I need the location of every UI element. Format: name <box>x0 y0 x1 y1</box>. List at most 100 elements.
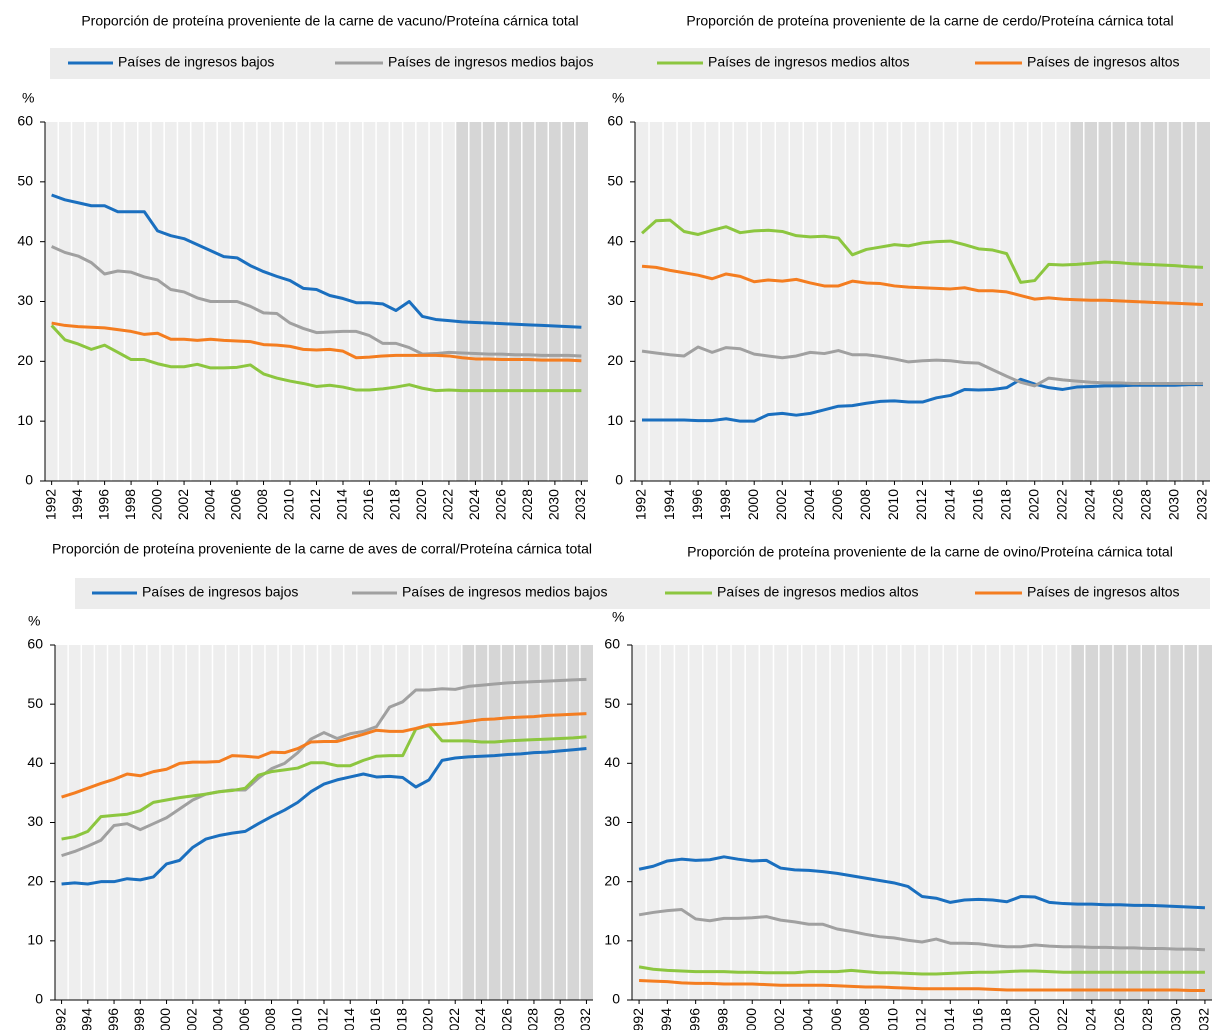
series-line <box>639 978 1205 993</box>
series-line <box>50 324 582 393</box>
x-tick-label: 1996 <box>95 489 111 520</box>
x-tick-label: 2020 <box>420 1008 436 1030</box>
x-tick-label: 1994 <box>661 489 677 520</box>
x-tick-label: 2014 <box>341 1008 357 1030</box>
x-tick-label: 1992 <box>42 489 58 520</box>
y-tick-label: 30 <box>604 813 620 829</box>
x-tick-label: 1996 <box>689 489 705 520</box>
x-tick-label: 2030 <box>551 1008 567 1030</box>
x-tick-label: 2024 <box>472 1008 488 1030</box>
series-line <box>638 965 1205 976</box>
x-tick-label: 1992 <box>52 1008 68 1030</box>
x-tick-label: 2004 <box>801 489 817 520</box>
x-tick-label: 2008 <box>254 489 270 520</box>
y-tick-label: 60 <box>27 636 43 652</box>
x-tick-label: 2014 <box>334 489 350 520</box>
y-tick-label: 0 <box>612 991 620 1007</box>
y-tick-label: 0 <box>25 472 33 488</box>
y-axis-label: % <box>28 613 40 629</box>
y-tick-label: 10 <box>27 932 43 948</box>
x-tick-label: 2032 <box>1196 1008 1212 1030</box>
x-tick-label: 1998 <box>715 1008 731 1030</box>
x-tick-label: 2012 <box>307 489 323 520</box>
legend-label: Países de ingresos altos <box>1027 584 1180 600</box>
x-tick-label: 2006 <box>228 489 244 520</box>
y-tick-label: 10 <box>604 932 620 948</box>
series-line <box>51 193 582 329</box>
x-tick-label: 2028 <box>1138 489 1154 520</box>
x-tick-label: 2010 <box>884 1008 900 1030</box>
x-tick-label: 1998 <box>122 489 138 520</box>
x-tick-label: 2008 <box>856 1008 872 1030</box>
y-tick-label: 60 <box>17 113 33 129</box>
x-tick-label: 1992 <box>633 489 649 520</box>
x-tick-label: 2028 <box>1139 1008 1155 1030</box>
x-tick-label: 2026 <box>1111 1008 1127 1030</box>
x-tick-label: 2002 <box>175 489 191 520</box>
y-tick-label: 40 <box>27 754 43 770</box>
chart-title: Proporción de proteína proveniente de la… <box>81 13 578 29</box>
y-tick-label: 0 <box>35 991 43 1007</box>
x-tick-label: 2012 <box>315 1008 331 1030</box>
x-tick-label: 2022 <box>446 1008 462 1030</box>
y-axis-label: % <box>22 90 34 106</box>
x-tick-label: 2028 <box>525 1008 541 1030</box>
chart-title: Proporción de proteína proveniente de la… <box>52 541 592 557</box>
y-tick-label: 10 <box>607 412 623 428</box>
y-tick-label: 50 <box>604 695 620 711</box>
x-tick-label: 2006 <box>828 1008 844 1030</box>
series-line <box>638 855 1205 910</box>
y-tick-label: 50 <box>607 173 623 189</box>
chart-title: Proporción de proteína proveniente de la… <box>687 544 1173 560</box>
series-line <box>61 677 587 858</box>
legend-label: Países de ingresos medios bajos <box>402 584 607 600</box>
y-tick-label: 40 <box>604 754 620 770</box>
series-line <box>638 907 1205 952</box>
series-line <box>641 345 1203 388</box>
x-tick-label: 2012 <box>913 1008 929 1030</box>
x-tick-label: 2020 <box>1026 1008 1042 1030</box>
x-tick-label: 1994 <box>658 1008 674 1030</box>
x-tick-label: 2014 <box>941 489 957 520</box>
legend-label: Países de ingresos bajos <box>142 584 298 600</box>
x-tick-label: 2020 <box>1025 489 1041 520</box>
y-tick-label: 30 <box>27 813 43 829</box>
x-tick-label: 2032 <box>577 1008 593 1030</box>
legend-label: Países de ingresos medios altos <box>708 54 910 70</box>
y-tick-label: 40 <box>17 232 33 248</box>
series-line <box>61 723 587 841</box>
x-tick-label: 2006 <box>236 1008 252 1030</box>
x-tick-label: 2030 <box>1166 489 1182 520</box>
y-tick-label: 60 <box>604 636 620 652</box>
y-tick-label: 20 <box>27 872 43 888</box>
y-tick-label: 20 <box>607 352 623 368</box>
y-tick-label: 50 <box>17 173 33 189</box>
x-tick-label: 2002 <box>771 1008 787 1030</box>
x-tick-label: 2026 <box>493 489 509 520</box>
y-tick-label: 40 <box>607 232 623 248</box>
y-axis-label: % <box>612 90 624 106</box>
series-line <box>51 321 582 363</box>
y-tick-label: 20 <box>17 352 33 368</box>
x-tick-label: 2032 <box>1194 489 1210 520</box>
x-tick-label: 1996 <box>105 1008 121 1030</box>
x-tick-label: 2030 <box>1167 1008 1183 1030</box>
legend-label: Países de ingresos medios altos <box>717 584 919 600</box>
x-tick-label: 2016 <box>367 1008 383 1030</box>
series-line <box>641 264 1204 306</box>
x-tick-label: 2026 <box>498 1008 514 1030</box>
y-tick-label: 30 <box>17 292 33 308</box>
x-tick-label: 2008 <box>262 1008 278 1030</box>
x-tick-label: 2000 <box>743 1008 759 1030</box>
y-tick-label: 20 <box>604 872 620 888</box>
x-tick-label: 2016 <box>969 489 985 520</box>
x-tick-label: 2022 <box>1054 1008 1070 1030</box>
x-tick-label: 2014 <box>941 1008 957 1030</box>
x-tick-label: 1994 <box>79 1008 95 1030</box>
series-line <box>641 218 1204 284</box>
legend-label: Países de ingresos medios bajos <box>388 54 593 70</box>
series-line <box>61 712 587 799</box>
series-line <box>642 377 1203 423</box>
x-tick-label: 2022 <box>1053 489 1069 520</box>
series-line <box>51 245 582 358</box>
